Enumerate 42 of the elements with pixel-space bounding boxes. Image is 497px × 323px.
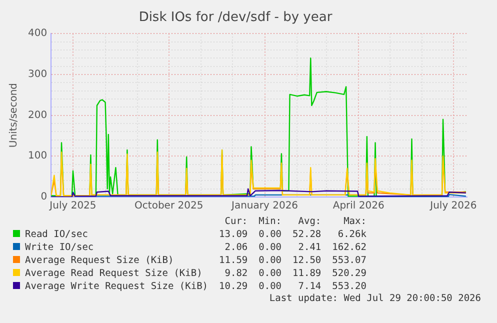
legend-label: Write IO/sec [24, 241, 95, 254]
text: 2.06 [224, 241, 249, 254]
x-tick-label: January 2026 [230, 200, 298, 212]
text: Max: [342, 215, 368, 228]
text: 0.00 [258, 241, 283, 254]
text: 6.26k [336, 228, 368, 241]
text: 2.41 [297, 241, 322, 254]
legend-label: Read IO/sec [24, 228, 89, 241]
text: 0.00 [258, 228, 283, 241]
y-tick-label: 0 [40, 192, 48, 203]
legend-label: Average Read Request Size (KiB) [24, 267, 204, 280]
text: 12.50 [292, 254, 322, 267]
text: 0.00 [258, 254, 283, 267]
y-tick-label: 400 [28, 28, 48, 40]
text: 162.62 [331, 241, 368, 254]
legend-label: Average Request Size (KiB) [24, 254, 175, 267]
text: 553.20 [331, 280, 368, 293]
legend-label: Average Write Request Size (KiB) [24, 280, 210, 293]
text: 9.82 [224, 267, 249, 280]
x-tick-label: July 2026 [429, 200, 477, 212]
x-tick-label: October 2025 [134, 200, 204, 212]
text: Min: [258, 215, 283, 228]
x-tick-label: April 2026 [332, 200, 384, 212]
text: 13.09 [218, 228, 249, 241]
text: Cur: [224, 215, 249, 228]
text: 11.59 [218, 254, 249, 267]
y-tick-label: 100 [28, 150, 48, 162]
y-axis-title: Units/second [8, 82, 20, 148]
y-tick-label: 300 [28, 69, 48, 80]
text: 0.00 [258, 280, 283, 293]
text: 52.28 [292, 228, 322, 241]
text: 0.00 [258, 267, 283, 280]
text: 553.07 [331, 254, 368, 267]
text: 7.14 [297, 280, 322, 293]
text: Last update: Wed Jul 29 20:00:50 2026 [268, 293, 482, 305]
chart-title: Disk IOs for /dev/sdf - by year [138, 10, 333, 26]
text: Avg: [297, 215, 322, 228]
text: 11.89 [292, 267, 322, 280]
x-tick-label: July 2025 [48, 200, 96, 212]
text: 520.29 [331, 267, 368, 280]
text: 10.29 [218, 280, 249, 293]
y-tick-label: 200 [28, 110, 48, 121]
